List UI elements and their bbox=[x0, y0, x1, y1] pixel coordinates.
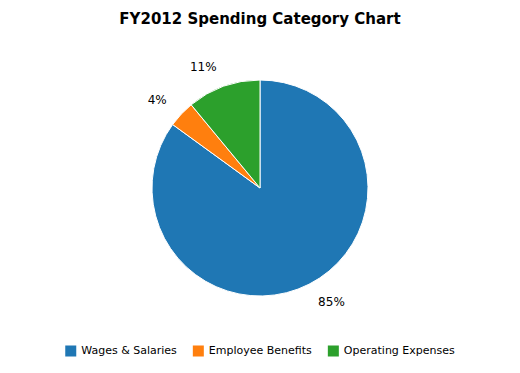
data-label: 4% bbox=[148, 93, 167, 107]
legend-item: Wages & Salaries bbox=[65, 344, 177, 357]
legend-label: Wages & Salaries bbox=[81, 344, 177, 357]
legend-label: Operating Expenses bbox=[344, 344, 455, 357]
legend-swatch bbox=[328, 346, 339, 357]
slice bbox=[191, 80, 260, 188]
legend-swatch bbox=[65, 346, 76, 357]
title: FY2012 Spending Category Chart bbox=[119, 10, 400, 28]
data-labels: 85% 4% 11% bbox=[148, 60, 345, 308]
legend-item: Operating Expenses bbox=[328, 344, 455, 357]
legend-item: Employee Benefits bbox=[193, 344, 312, 357]
pie bbox=[152, 80, 368, 296]
legend-label: Employee Benefits bbox=[209, 344, 312, 357]
chart: FY2012 Spending Category Chart 85% 4% 11% Wa… bbox=[0, 0, 520, 373]
slice bbox=[152, 80, 368, 296]
legend-swatch bbox=[193, 346, 204, 357]
data-label: 11% bbox=[190, 60, 217, 74]
legend: Wages & Salaries Employee Benefits Operati… bbox=[65, 344, 455, 357]
data-label: 85% bbox=[318, 295, 345, 309]
